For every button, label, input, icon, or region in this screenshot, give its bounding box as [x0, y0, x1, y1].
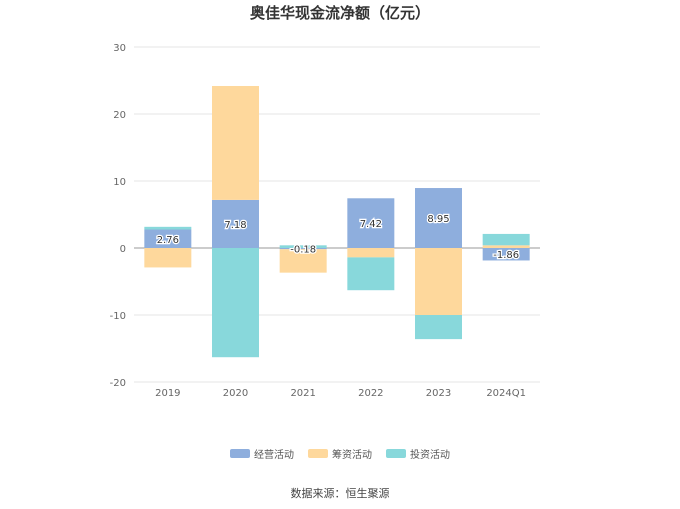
legend-label-financing: 筹资活动 [332, 450, 372, 461]
y-tick-label: 30 [113, 43, 126, 54]
legend-swatch-financing [308, 449, 328, 458]
bar-operating [415, 188, 462, 248]
chart-title: 奥佳华现金流净额（亿元） [249, 4, 430, 22]
x-tick-label: 2024Q1 [486, 388, 526, 399]
x-tick-label: 2019 [155, 388, 180, 399]
legend-label-operating: 经营活动 [254, 450, 294, 461]
bar-investing [279, 245, 327, 248]
data-label: -1.86 [493, 250, 519, 261]
data-label: -0.18 [290, 245, 316, 256]
x-tick-label: 2023 [426, 388, 451, 399]
cashflow-chart: -20 -10 0 10 20 30 2019 2020 2021 2022 2023 2024Q1 2… [110, 43, 540, 399]
bar-investing [347, 257, 395, 291]
bar-investing [212, 248, 259, 358]
bar-operating [144, 229, 192, 248]
data-label: 8.95 [427, 214, 449, 225]
bar-financing [279, 249, 327, 273]
y-tick-label: 10 [113, 177, 126, 188]
x-tick-label: 2021 [290, 388, 315, 399]
bar-operating [212, 199, 259, 248]
bar-financing [347, 248, 395, 258]
legend-swatch-operating [230, 449, 250, 458]
legend-item-financing[interactable]: 筹资活动 [308, 446, 372, 461]
legend-swatch-investing [386, 449, 406, 458]
bar-operating [279, 248, 327, 250]
legend-item-operating[interactable]: 经营活动 [230, 446, 294, 461]
data-label: 2.76 [157, 235, 179, 246]
bar-operating [482, 248, 530, 261]
y-tick-label: 20 [113, 110, 126, 121]
bar-financing [415, 248, 462, 315]
legend-item-investing[interactable]: 投资活动 [386, 446, 450, 461]
y-tick-label: -10 [110, 311, 126, 322]
data-label: 7.42 [360, 219, 382, 230]
y-tick-label: 0 [120, 244, 126, 255]
bar-operating [347, 198, 395, 248]
chart-legend: 经营活动 筹资活动 投资活动 [0, 446, 680, 461]
data-source: 数据来源：恒生聚源 [290, 487, 390, 500]
bar-investing [415, 315, 462, 340]
x-tick-label: 2022 [358, 388, 383, 399]
bar-investing [144, 226, 192, 230]
data-label: 7.18 [224, 220, 246, 231]
bar-investing [482, 233, 530, 246]
legend-label-investing: 投资活动 [410, 450, 450, 461]
bar-financing [144, 248, 192, 268]
bar-financing [212, 85, 259, 200]
bar-financing [482, 245, 530, 248]
x-tick-label: 2020 [223, 388, 248, 399]
y-tick-label: -20 [110, 378, 126, 389]
